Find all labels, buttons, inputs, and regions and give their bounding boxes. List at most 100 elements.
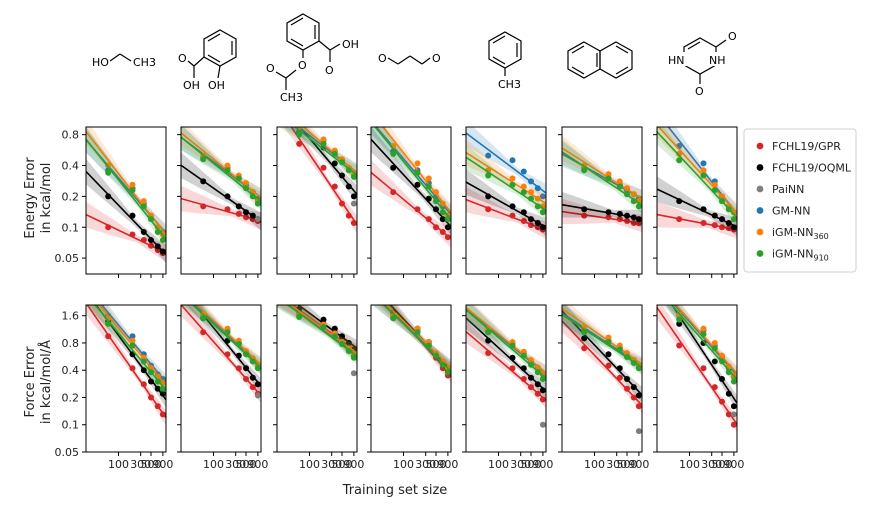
- confidence-band: [466, 186, 546, 240]
- data-point-fchl19-gpr: [148, 394, 155, 401]
- data-point-fchl19-oqml: [616, 210, 623, 217]
- data-point-fchl19-oqml: [254, 381, 261, 388]
- data-point-igm-nn910: [331, 333, 338, 340]
- data-point-fchl19-gpr: [509, 212, 516, 219]
- data-point-fchl19-gpr: [676, 342, 683, 349]
- data-point-igm-nn910: [350, 173, 357, 180]
- data-point-igm-nn360: [534, 195, 541, 202]
- plot-area: [562, 135, 642, 233]
- data-point-fchl19-gpr: [159, 411, 166, 418]
- data-point-igm-nn360: [509, 175, 516, 182]
- x-tick-label: 500: [236, 458, 257, 471]
- confidence-band: [562, 198, 642, 233]
- data-point-fchl19-gpr: [320, 164, 327, 171]
- data-point-igm-nn910: [159, 385, 166, 392]
- data-point-igm-nn360: [719, 352, 726, 359]
- confidence-band: [562, 309, 642, 414]
- data-point-igm-nn360: [528, 356, 535, 363]
- fit-line-fchl19-gpr: [86, 305, 166, 419]
- data-point-igm-nn910: [339, 340, 346, 347]
- data-point-igm-nn910: [425, 342, 432, 349]
- legend-marker: [756, 164, 764, 171]
- data-point-fchl19-oqml: [730, 224, 737, 231]
- data-point-igm-nn910: [711, 345, 718, 352]
- fit-line-fchl19-oqml: [671, 305, 737, 404]
- data-point-igm-nn910: [528, 361, 535, 368]
- data-point-fchl19-oqml: [509, 354, 516, 361]
- data-point-fchl19-oqml: [154, 243, 161, 250]
- data-point-igm-nn910: [414, 169, 421, 176]
- confidence-band: [277, 305, 357, 364]
- data-point-igm-nn910: [320, 140, 327, 147]
- data-point-igm-nn910: [534, 203, 541, 210]
- x-tick-label: 500: [426, 458, 447, 471]
- confidence-band: [277, 305, 357, 363]
- data-point-igm-nn360: [630, 191, 637, 198]
- x-tick-label: 300: [510, 458, 531, 471]
- data-point-fchl19-oqml: [528, 216, 535, 223]
- y-tick-label: 0.8: [62, 129, 80, 142]
- data-point-gm-nn: [129, 333, 136, 340]
- data-point-fchl19-gpr: [605, 214, 612, 221]
- x-tick-label: 900: [343, 458, 364, 471]
- data-point-igm-nn910: [425, 183, 432, 190]
- data-point-fchl19-gpr: [630, 394, 637, 401]
- data-point-igm-nn910: [331, 150, 338, 157]
- data-point-fchl19-gpr: [485, 349, 492, 356]
- x-tick-label: 300: [415, 458, 436, 471]
- mol-label: O: [178, 52, 187, 65]
- panel-r0-c2: [273, 126, 358, 278]
- mol-label: NH: [709, 54, 726, 67]
- data-point-fchl19-oqml: [243, 365, 250, 372]
- plot-area: [86, 127, 166, 264]
- mol-label: O: [432, 52, 441, 65]
- data-point-igm-nn360: [700, 325, 707, 332]
- data-point-fchl19-gpr: [390, 189, 397, 196]
- data-point-fchl19-oqml: [249, 212, 256, 219]
- data-point-fchl19-oqml: [676, 198, 683, 205]
- x-tick-label: 900: [247, 458, 268, 471]
- data-point-igm-nn910: [676, 316, 683, 323]
- data-point-igm-nn360: [224, 162, 231, 169]
- data-point-fchl19-gpr: [711, 222, 718, 229]
- data-point-igm-nn910: [581, 167, 588, 174]
- data-point-fchl19-oqml: [140, 228, 147, 235]
- data-point-igm-nn910: [630, 198, 637, 205]
- data-point-gm-nn: [539, 193, 546, 200]
- confidence-band: [466, 169, 546, 237]
- data-point-fchl19-gpr: [350, 220, 357, 227]
- data-point-painn: [254, 216, 261, 223]
- legend-label: FCHL19/GPR: [772, 140, 841, 153]
- data-point-igm-nn910: [725, 369, 732, 376]
- data-point-igm-nn910: [616, 183, 623, 190]
- legend-label: GM-NN: [772, 205, 810, 218]
- panel-frame: [465, 304, 547, 453]
- data-point-igm-nn360: [730, 209, 737, 216]
- data-point-fchl19-oqml: [730, 403, 737, 410]
- data-point-fchl19-oqml: [485, 337, 492, 344]
- confidence-band: [466, 305, 546, 386]
- data-point-fchl19-oqml: [534, 220, 541, 227]
- data-point-fchl19-gpr: [725, 411, 732, 418]
- row-0-ylabel: Energy Error in kcal/mol: [23, 157, 54, 239]
- naphthalene-structure-icon: [567, 41, 633, 79]
- mol-label: OH: [342, 38, 359, 51]
- ylabel-line: in kcal/mol: [39, 163, 54, 234]
- data-point-igm-nn910: [700, 331, 707, 338]
- legend-item: FCHL19/GPR: [756, 140, 841, 153]
- panel-frame: [561, 126, 643, 275]
- panel-frame: [656, 304, 738, 453]
- data-point-fchl19-gpr: [200, 203, 207, 210]
- x-tick-label: 300: [130, 458, 151, 471]
- toluene-structure-icon: CH3: [488, 31, 522, 91]
- data-point-igm-nn910: [129, 342, 136, 349]
- data-point-igm-nn910: [154, 378, 161, 385]
- data-point-igm-nn360: [711, 181, 718, 188]
- data-point-igm-nn910: [148, 216, 155, 223]
- data-point-fchl19-oqml: [635, 216, 642, 223]
- panel-frame: [465, 126, 547, 275]
- data-point-fchl19-oqml: [433, 206, 440, 213]
